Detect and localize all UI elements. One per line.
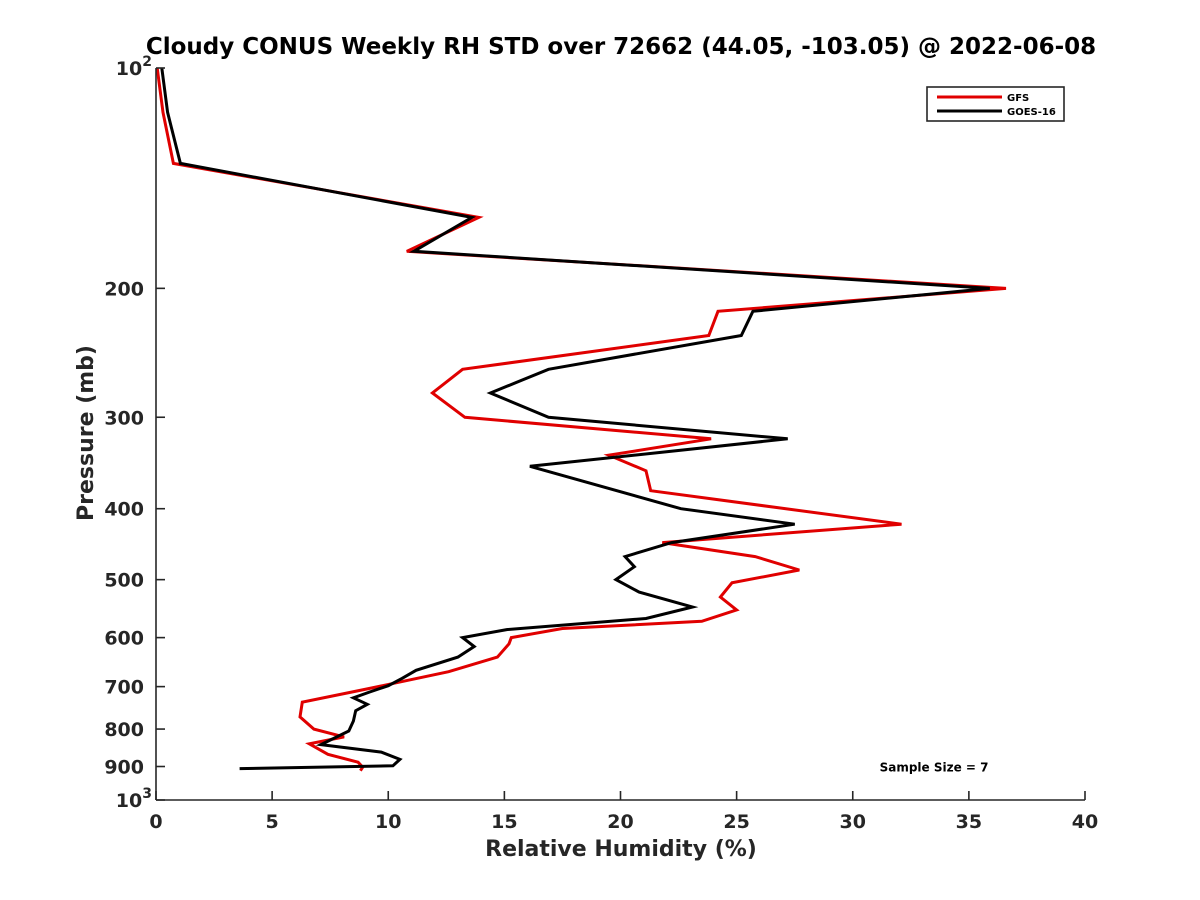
axes-layer: 0 5 10 15 20 25 30 35 40 102 200 300 400 500 600 700 800… [104,54,1098,833]
chart-title: Cloudy CONUS Weekly RH STD over 72662 (4… [146,34,1096,60]
series-layer [155,67,1007,772]
annotations: Sample Size = 7 [880,761,989,775]
y-tick-label: 600 [104,628,144,650]
x-tick-label: 15 [491,811,517,833]
y-tick-label: 500 [104,570,144,592]
x-axis-label: Relative Humidity (%) [485,837,757,862]
x-tick-label: 20 [607,811,633,833]
y-tick-label: 700 [104,677,144,699]
sample-size-annotation: Sample Size = 7 [880,761,989,775]
legend-box [926,86,1065,122]
x-tick-label: 40 [1072,811,1098,833]
y-axis-label: Pressure (mb) [74,345,99,521]
y-tick-label: 102 [116,54,152,80]
series-line-1 [155,67,1007,772]
x-tick-label: 30 [840,811,866,833]
x-tick-label: 0 [149,811,162,833]
x-tick-label: 25 [723,811,749,833]
y-tick-label: 300 [104,407,144,429]
y-tick-label: 800 [104,719,144,741]
x-tick-label: 10 [375,811,401,833]
y-tick-label: 200 [104,278,144,300]
y-tick-label: 400 [104,499,144,521]
legend-label: GOES-16 [1007,107,1056,118]
y-tick-label: 900 [104,757,144,779]
x-tick-label: 35 [956,811,982,833]
legend-label: GFS [1007,93,1029,104]
y-tick-label: 103 [116,786,152,812]
x-tick-label: 5 [266,811,279,833]
legend: GFS GOES-16 [926,86,1065,122]
series-line-2 [160,67,990,771]
